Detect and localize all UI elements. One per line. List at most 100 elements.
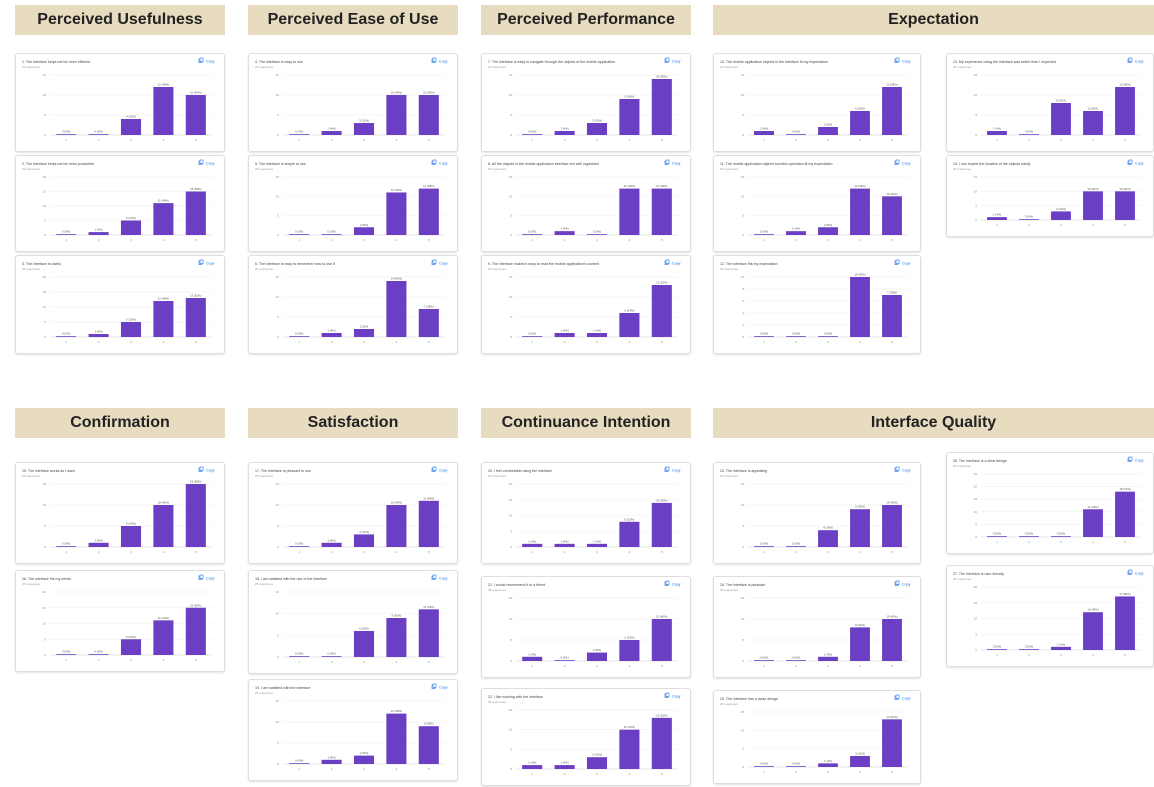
- copy-icon[interactable]: [894, 694, 900, 700]
- copy-button[interactable]: Copy: [902, 697, 911, 701]
- x-tick-label: 4: [859, 138, 861, 142]
- copy-button[interactable]: Copy: [439, 577, 448, 581]
- copy-icon[interactable]: [664, 580, 670, 586]
- x-tick-label: 1: [996, 653, 998, 657]
- copy-icon[interactable]: [1127, 159, 1133, 165]
- copy-button[interactable]: Copy: [902, 469, 911, 473]
- bar-value-label: 0 (0%): [993, 532, 1001, 536]
- copy-icon[interactable]: [664, 466, 670, 472]
- y-tick-label: 10: [741, 617, 745, 621]
- bar-chart: 19. I am satisfied with the interface25 …: [255, 683, 448, 771]
- copy-icon[interactable]: [198, 574, 204, 580]
- bar: [619, 729, 640, 769]
- bar-value-label: 7 (28%): [887, 291, 897, 295]
- copy-icon[interactable]: [431, 683, 437, 689]
- question-title: 16. The interface fits my needs: [22, 577, 71, 581]
- copy-button[interactable]: Copy: [1135, 162, 1144, 166]
- x-tick-label: 1: [65, 238, 67, 242]
- copy-icon[interactable]: [431, 159, 437, 165]
- copy-icon[interactable]: [431, 574, 437, 580]
- copy-icon[interactable]: [664, 159, 670, 165]
- bar: [418, 500, 439, 547]
- copy-button[interactable]: Copy: [1135, 572, 1144, 576]
- copy-button[interactable]: Copy: [439, 469, 448, 473]
- bar-value-label: 0 (0%): [1025, 215, 1033, 219]
- bar: [554, 131, 575, 135]
- copy-button[interactable]: Copy: [902, 162, 911, 166]
- copy-icon[interactable]: [1127, 569, 1133, 575]
- y-tick-label: 10: [43, 305, 47, 309]
- bar-value-label: 1 (4%): [560, 329, 568, 333]
- copy-icon[interactable]: [431, 259, 437, 265]
- bar: [353, 227, 375, 235]
- copy-icon[interactable]: [1127, 456, 1133, 462]
- bar: [185, 95, 206, 135]
- copy-icon[interactable]: [198, 159, 204, 165]
- bar-value-label: 0 (0%): [62, 332, 70, 336]
- copy-button[interactable]: Copy: [206, 262, 215, 266]
- response-count: 25 responses: [488, 167, 507, 171]
- copy-button[interactable]: Copy: [672, 262, 681, 266]
- copy-button[interactable]: Copy: [672, 60, 681, 64]
- copy-button[interactable]: Copy: [902, 583, 911, 587]
- copy-button[interactable]: Copy: [672, 583, 681, 587]
- copy-icon[interactable]: [1127, 57, 1133, 63]
- x-tick-label: 5: [661, 138, 663, 142]
- copy-icon[interactable]: [894, 466, 900, 472]
- copy-icon[interactable]: [664, 259, 670, 265]
- bar-value-label: 0 (0%): [528, 230, 536, 234]
- y-tick-label: 5: [277, 315, 279, 319]
- copy-button[interactable]: Copy: [1135, 60, 1144, 64]
- copy-icon[interactable]: [664, 57, 670, 63]
- chart-card-q10: 10. The mobile application objects in th…: [713, 53, 921, 152]
- bar-value-label: 13 (52%): [190, 294, 201, 298]
- copy-icon[interactable]: [198, 57, 204, 63]
- bar-value-label: 14 (56%): [391, 277, 402, 281]
- bar: [850, 627, 870, 661]
- copy-icon[interactable]: [198, 259, 204, 265]
- copy-icon[interactable]: [894, 580, 900, 586]
- copy-button[interactable]: Copy: [439, 60, 448, 64]
- copy-button[interactable]: Copy: [672, 162, 681, 166]
- copy-button[interactable]: Copy: [672, 695, 681, 699]
- y-tick-label: 0: [277, 335, 279, 339]
- copy-icon[interactable]: [431, 466, 437, 472]
- copy-button[interactable]: Copy: [439, 162, 448, 166]
- copy-button[interactable]: Copy: [206, 60, 215, 64]
- x-tick-label: 2: [795, 550, 797, 554]
- copy-button[interactable]: Copy: [439, 686, 448, 690]
- x-tick-label: 5: [661, 664, 663, 668]
- bar-value-label: 11 (44%): [423, 605, 434, 609]
- y-tick-label: 5: [44, 113, 46, 117]
- x-tick-label: 3: [130, 238, 132, 242]
- copy-icon[interactable]: [894, 259, 900, 265]
- section-header-interface-quality: Interface Quality: [713, 408, 1154, 438]
- copy-icon[interactable]: [431, 57, 437, 63]
- bar-value-label: 13 (52%): [656, 281, 667, 285]
- copy-button[interactable]: Copy: [1135, 459, 1144, 463]
- bar-value-label: 0 (0%): [295, 652, 303, 656]
- copy-button[interactable]: Copy: [902, 60, 911, 64]
- chart-card-q25: 25. The interface has a clean design 25 r…: [713, 690, 921, 784]
- bar: [754, 660, 774, 661]
- bar-value-label: 5 (20%): [126, 635, 136, 639]
- copy-icon[interactable]: [894, 57, 900, 63]
- bar: [619, 99, 640, 135]
- question-title: 17. The interface is pleasant to use: [255, 469, 311, 473]
- copy-button[interactable]: Copy: [206, 469, 215, 473]
- copy-icon[interactable]: [198, 466, 204, 472]
- y-tick-label: 15: [974, 497, 978, 501]
- y-tick-label: 4: [742, 311, 744, 315]
- copy-icon[interactable]: [664, 692, 670, 698]
- copy-button[interactable]: Copy: [206, 577, 215, 581]
- copy-button[interactable]: Copy: [672, 469, 681, 473]
- chart-card-q15: 15. The interface works as I want 25 resp…: [15, 462, 225, 564]
- bar: [56, 654, 77, 655]
- copy-button[interactable]: Copy: [902, 262, 911, 266]
- copy-button[interactable]: Copy: [206, 162, 215, 166]
- copy-button[interactable]: Copy: [439, 262, 448, 266]
- copy-icon[interactable]: [894, 159, 900, 165]
- x-tick-label: 2: [1028, 223, 1030, 227]
